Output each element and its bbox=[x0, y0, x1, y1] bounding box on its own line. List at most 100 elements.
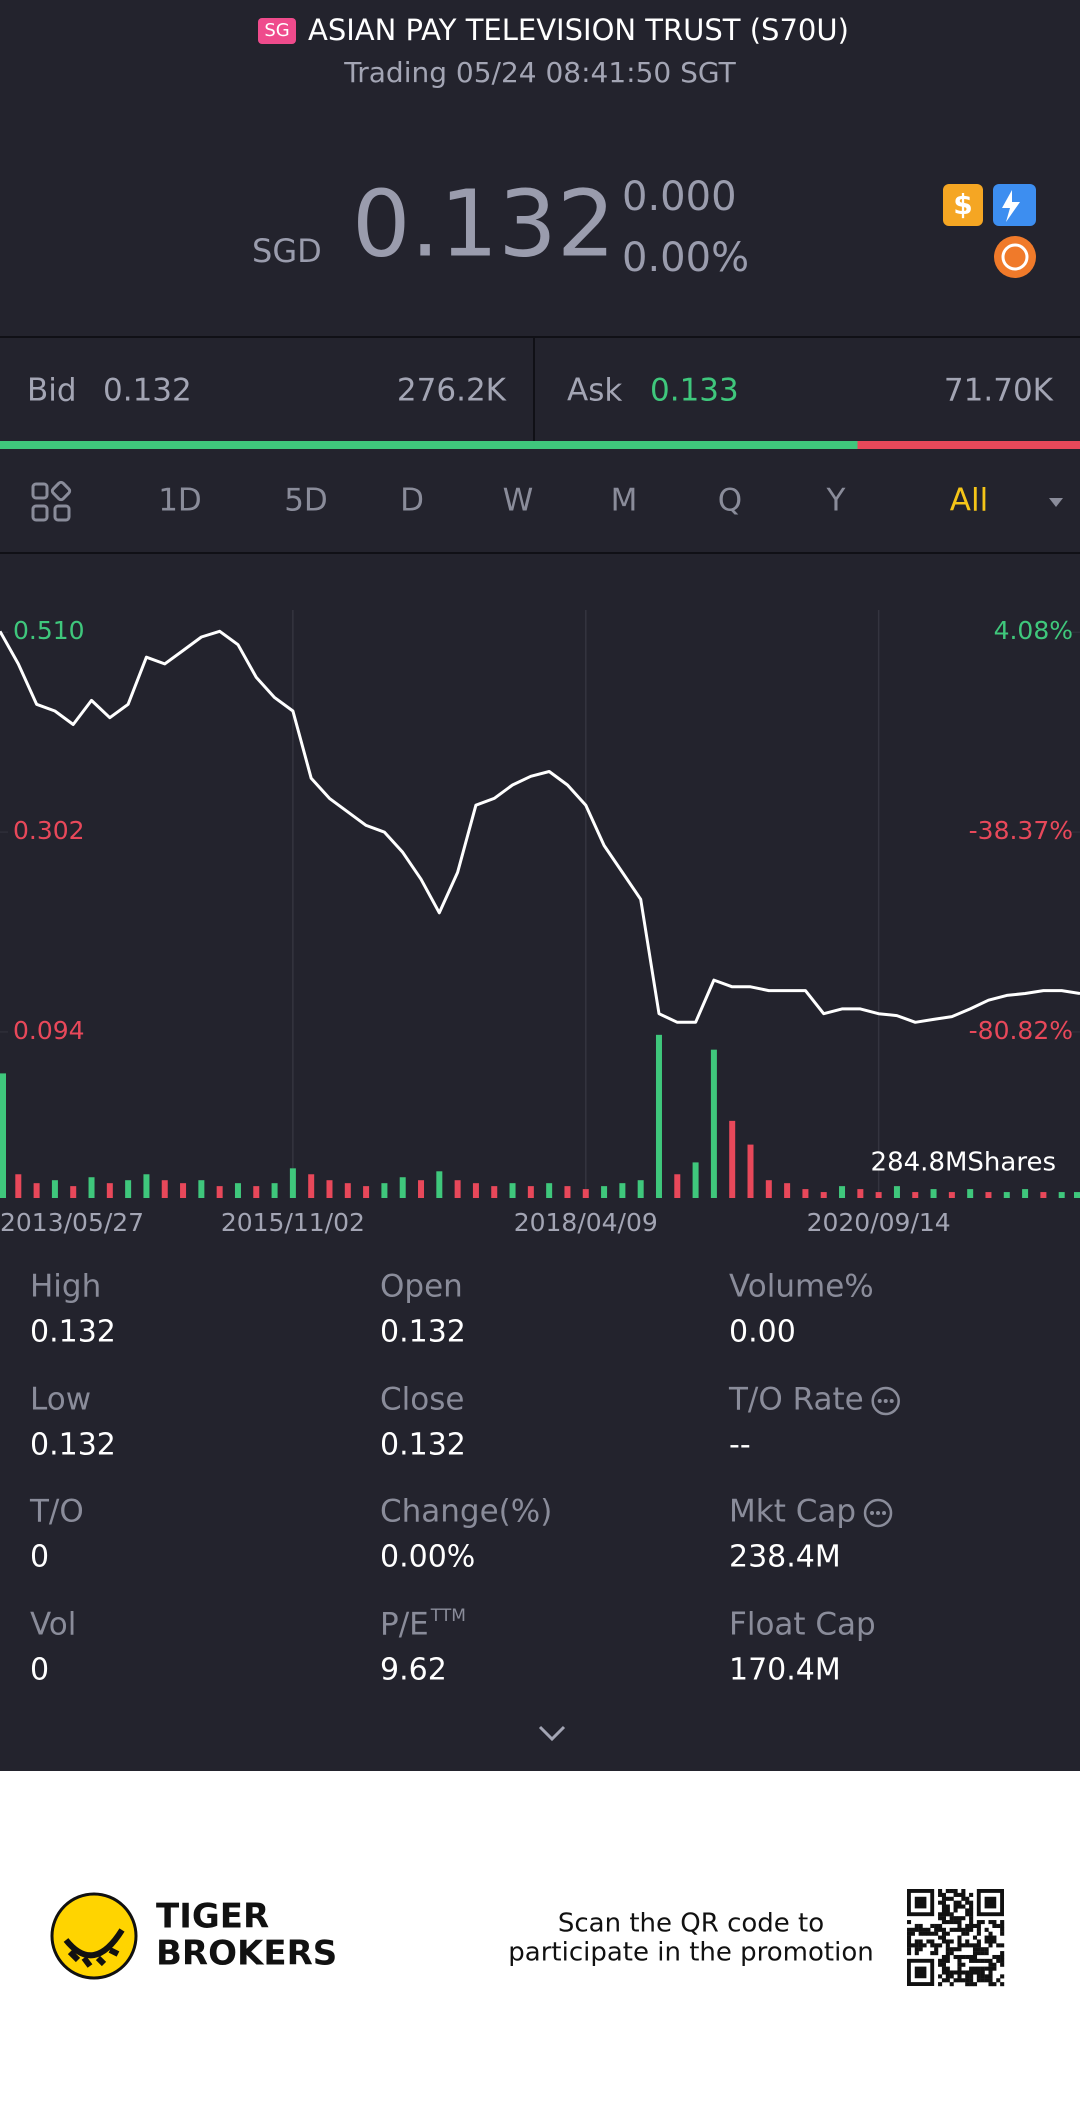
tab[interactable]: Q bbox=[718, 483, 742, 519]
tab[interactable]: 5D bbox=[284, 483, 328, 519]
volume-bar bbox=[582, 1189, 589, 1198]
qr-cell bbox=[972, 1935, 978, 1940]
ask-size: 71.70K bbox=[944, 373, 1054, 409]
stat-value: 0.00% bbox=[380, 1540, 475, 1575]
bid-price: 0.132 bbox=[103, 373, 192, 409]
volume-bar bbox=[1074, 1192, 1080, 1198]
qr-cell bbox=[941, 1962, 946, 1967]
qr-cell bbox=[953, 1947, 958, 1952]
qr-cell bbox=[949, 1896, 954, 1901]
volume-bar bbox=[1040, 1192, 1047, 1198]
qr-cell bbox=[1000, 1920, 1005, 1925]
qr-cell bbox=[938, 1962, 943, 1967]
badge-bg bbox=[258, 18, 296, 44]
qr-cell bbox=[957, 1947, 962, 1952]
volume-bar bbox=[637, 1180, 644, 1198]
qr-cell bbox=[914, 1927, 919, 1932]
qr-cell bbox=[953, 1900, 958, 1905]
qr-cell bbox=[984, 1978, 989, 1983]
stat-value: 0 bbox=[30, 1653, 49, 1688]
qr-cell bbox=[1000, 1943, 1005, 1948]
qr-cell bbox=[957, 1920, 962, 1925]
qr-cell bbox=[953, 1908, 958, 1913]
qr-cell bbox=[941, 1912, 946, 1917]
qr-cell bbox=[941, 1892, 946, 1897]
qr-cell bbox=[945, 1947, 950, 1952]
qr-cell bbox=[988, 1978, 993, 1983]
stat-value: 9.62 bbox=[380, 1653, 447, 1688]
qr-cell bbox=[945, 1904, 950, 1909]
brand: BROKERS bbox=[156, 1934, 337, 1974]
qr-cell bbox=[969, 1927, 974, 1932]
qr-cell bbox=[992, 1954, 997, 1960]
qr-cell bbox=[938, 1916, 943, 1921]
volume-bar bbox=[15, 1174, 22, 1198]
expand-chevron[interactable] bbox=[538, 1725, 566, 1742]
qr-cell bbox=[961, 1896, 966, 1901]
qr-cell bbox=[976, 1966, 981, 1971]
stat-label-sup: TTM bbox=[430, 1606, 466, 1626]
qr-cell bbox=[992, 1966, 997, 1971]
qr-cell bbox=[941, 1920, 946, 1925]
tab[interactable]: W bbox=[503, 483, 534, 519]
qr-cell bbox=[953, 1970, 958, 1975]
qr-cell bbox=[984, 1966, 989, 1971]
qr-cell bbox=[945, 1974, 950, 1979]
qr-cell bbox=[938, 1900, 943, 1905]
qr-cell bbox=[907, 1951, 912, 1956]
qr-cell bbox=[992, 1923, 997, 1928]
qr-cell bbox=[949, 1912, 954, 1917]
qr-cell bbox=[938, 1923, 943, 1928]
bid-size: 276.2K bbox=[397, 373, 507, 409]
tab[interactable]: D bbox=[400, 483, 424, 519]
volume-bar bbox=[381, 1183, 388, 1198]
ask-label: Ask bbox=[567, 373, 622, 409]
icon-glyph: $ bbox=[953, 188, 972, 221]
qr-cell bbox=[957, 1954, 962, 1960]
qr-cell bbox=[972, 1954, 978, 1960]
tab[interactable]: All bbox=[950, 483, 988, 519]
qr-cell bbox=[965, 1943, 970, 1948]
stat-value: 0.132 bbox=[380, 1428, 466, 1463]
qr-cell bbox=[945, 1889, 950, 1894]
layout-icon[interactable] bbox=[31, 480, 72, 522]
volume-bar bbox=[674, 1174, 681, 1198]
info-circle bbox=[871, 1386, 900, 1416]
qr-cell bbox=[934, 1931, 939, 1936]
tab-dropdown[interactable] bbox=[1049, 498, 1063, 507]
ask-price: 0.133 bbox=[650, 373, 739, 409]
qr-cell bbox=[976, 1927, 981, 1932]
volume-bar bbox=[1058, 1192, 1065, 1198]
qr-cell bbox=[910, 1931, 915, 1936]
qr-cell bbox=[945, 1954, 950, 1960]
volume-bar bbox=[784, 1183, 791, 1198]
icon-option[interactable] bbox=[994, 236, 1036, 278]
qr-cell bbox=[945, 1908, 950, 1913]
info-icon[interactable] bbox=[863, 1498, 893, 1528]
volume-bar bbox=[399, 1177, 406, 1198]
qr-cell bbox=[965, 1939, 970, 1944]
qr-cell bbox=[996, 1978, 1001, 1983]
qr-cell bbox=[957, 1935, 962, 1940]
qr-cell bbox=[938, 1974, 943, 1979]
qr-cell bbox=[996, 1958, 1001, 1963]
footer-panel bbox=[0, 1771, 1080, 2104]
tab[interactable]: Y bbox=[826, 483, 846, 519]
qr-cell bbox=[918, 1947, 923, 1952]
qr-cell bbox=[953, 1889, 958, 1894]
qr-cell bbox=[980, 1970, 985, 1975]
qr-cell bbox=[992, 1939, 997, 1944]
qr-cell bbox=[953, 1892, 958, 1897]
volume-bar bbox=[747, 1144, 754, 1198]
volume-bar bbox=[472, 1183, 479, 1198]
icon-dollar[interactable] bbox=[943, 184, 983, 226]
qr-cell bbox=[945, 1920, 950, 1925]
tab[interactable]: M bbox=[611, 483, 638, 519]
tab[interactable]: 1D bbox=[158, 483, 202, 519]
volume-bar bbox=[564, 1186, 571, 1198]
qr-cell bbox=[984, 1939, 989, 1944]
qr-cell bbox=[941, 1916, 946, 1921]
volume-bar bbox=[491, 1186, 498, 1198]
info-icon[interactable] bbox=[871, 1386, 900, 1416]
